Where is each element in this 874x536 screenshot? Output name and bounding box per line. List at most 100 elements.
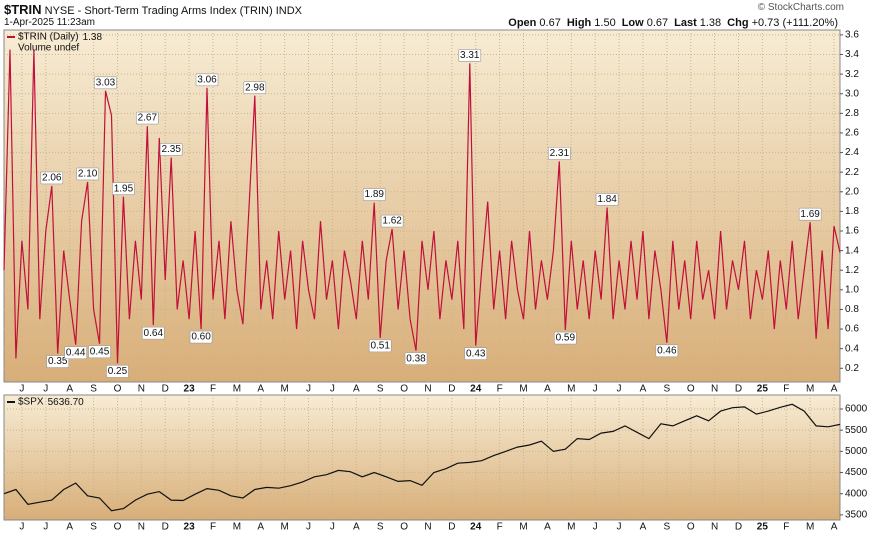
y-tick-label: 3.4 <box>845 49 859 60</box>
x-tick-label: S <box>377 384 384 395</box>
x-tick-label: N <box>711 522 718 533</box>
quote-label: Chg <box>727 17 749 29</box>
y-tick-label: 0.2 <box>845 363 859 374</box>
x-tick-label: J <box>330 522 335 533</box>
data-label-box <box>106 365 129 378</box>
x-tick-label: F <box>210 384 216 395</box>
x-tick-label: D <box>162 522 169 533</box>
data-label-box <box>159 143 183 156</box>
data-label-box <box>404 352 428 365</box>
data-label-box <box>243 81 267 94</box>
x-tick-label: A <box>544 384 551 395</box>
x-tick-label: J <box>593 384 598 395</box>
x-tick-label: N <box>424 522 431 533</box>
x-tick-label: A <box>66 522 73 533</box>
x-tick-label: M <box>233 384 241 395</box>
x-tick-label: M <box>567 384 575 395</box>
x-tick-label: A <box>257 522 264 533</box>
y-tick-label: 4000 <box>845 488 868 499</box>
x-tick-label: A <box>640 522 647 533</box>
data-label-box <box>195 73 219 87</box>
quote-value: 1.38 <box>699 17 722 29</box>
x-tick-label: S <box>663 522 670 533</box>
legend-entry: $SPX 5636.70 <box>18 397 84 408</box>
data-label: 2.31 <box>550 148 570 159</box>
y-tick-label: 1.0 <box>845 284 859 295</box>
x-tick-label: A <box>831 522 838 533</box>
legend-value: 1.38 <box>83 32 103 43</box>
x-tick-label: A <box>353 384 360 395</box>
quote-label: Open <box>508 17 537 29</box>
x-tick-label: 25 <box>757 522 769 533</box>
x-tick-label: O <box>114 522 122 533</box>
x-tick-label: J <box>19 384 24 395</box>
y-tick-label: 2.2 <box>845 167 859 178</box>
quote-value: +0.73 (+111.20%) <box>751 17 838 29</box>
x-tick-label: O <box>687 522 695 533</box>
x-tick-label: J <box>43 384 48 395</box>
x-tick-label: J <box>330 384 335 395</box>
datetime: 1-Apr-2025 11:23am <box>4 17 95 28</box>
data-label-box <box>189 330 213 344</box>
data-label: 0.35 <box>48 356 68 367</box>
x-tick-label: D <box>735 384 742 395</box>
x-tick-label: J <box>617 384 622 395</box>
quote-value: 1.50 <box>594 17 616 29</box>
data-label-box <box>136 111 159 125</box>
quote-value: 0.67 <box>539 17 561 29</box>
x-tick-label: 23 <box>184 384 196 395</box>
data-label-box <box>595 193 619 206</box>
x-tick-label: A <box>831 384 838 395</box>
x-tick-label: M <box>233 522 241 533</box>
y-tick-label: 3.6 <box>845 30 859 41</box>
title-row: $TRIN NYSE - Short-Term Trading Arms Ind… <box>4 2 302 17</box>
x-tick-label: F <box>497 522 503 533</box>
data-label: 3.31 <box>460 50 480 61</box>
x-tick-label: J <box>19 522 24 533</box>
y-tick-label: 2.8 <box>845 108 859 119</box>
data-label-box <box>362 188 386 201</box>
x-tick-label: F <box>783 522 789 533</box>
plot-area <box>3 394 841 521</box>
data-label: 1.62 <box>382 216 402 227</box>
x-tick-label: 23 <box>184 522 196 533</box>
copyright: © StockCharts.com <box>757 2 844 13</box>
x-tick-label: M <box>806 384 814 395</box>
y-tick-label: 3500 <box>845 510 868 521</box>
x-tick-label: J <box>617 522 622 533</box>
y-tick-label: 6000 <box>845 404 868 415</box>
data-label-box <box>368 339 392 353</box>
data-label: 3.06 <box>197 74 217 85</box>
plot-area <box>3 29 841 383</box>
y-tick-label: 2.4 <box>845 147 859 158</box>
volume-note: Volume undef <box>18 43 79 54</box>
data-label-box <box>554 331 577 345</box>
x-tick-label: J <box>43 522 48 533</box>
data-label-box <box>94 76 117 90</box>
x-tick-label: N <box>424 384 431 395</box>
quote: Open 0.67 High 1.50 Low 0.67 Last 1.38 Chg +0.73 … <box>502 17 838 29</box>
line <box>3 49 841 364</box>
y-tick-label: 3.2 <box>845 69 859 80</box>
data-label-box <box>88 345 111 359</box>
x-tick-label: F <box>783 384 789 395</box>
x-tick-label: S <box>663 384 670 395</box>
data-label-box <box>798 207 822 221</box>
quote-label: Last <box>674 17 697 29</box>
description: NYSE - Short-Term Trading Arms Index (TR… <box>44 5 273 17</box>
data-label-box <box>112 182 135 195</box>
x-tick-label: A <box>66 384 73 395</box>
y-tick-label: 5000 <box>845 446 868 457</box>
data-label: 0.38 <box>406 353 426 364</box>
x-tick-label: N <box>711 384 718 395</box>
x-tick-label: M <box>519 522 527 533</box>
exchange: INDX <box>275 5 302 17</box>
data-label: 0.51 <box>370 341 390 352</box>
x-tick-label: A <box>640 384 647 395</box>
x-tick-label: M <box>806 522 814 533</box>
x-tick-label: O <box>114 384 122 395</box>
data-label: 2.10 <box>78 169 98 180</box>
data-label: 0.59 <box>556 333 576 344</box>
y-tick-label: 0.8 <box>845 304 859 315</box>
